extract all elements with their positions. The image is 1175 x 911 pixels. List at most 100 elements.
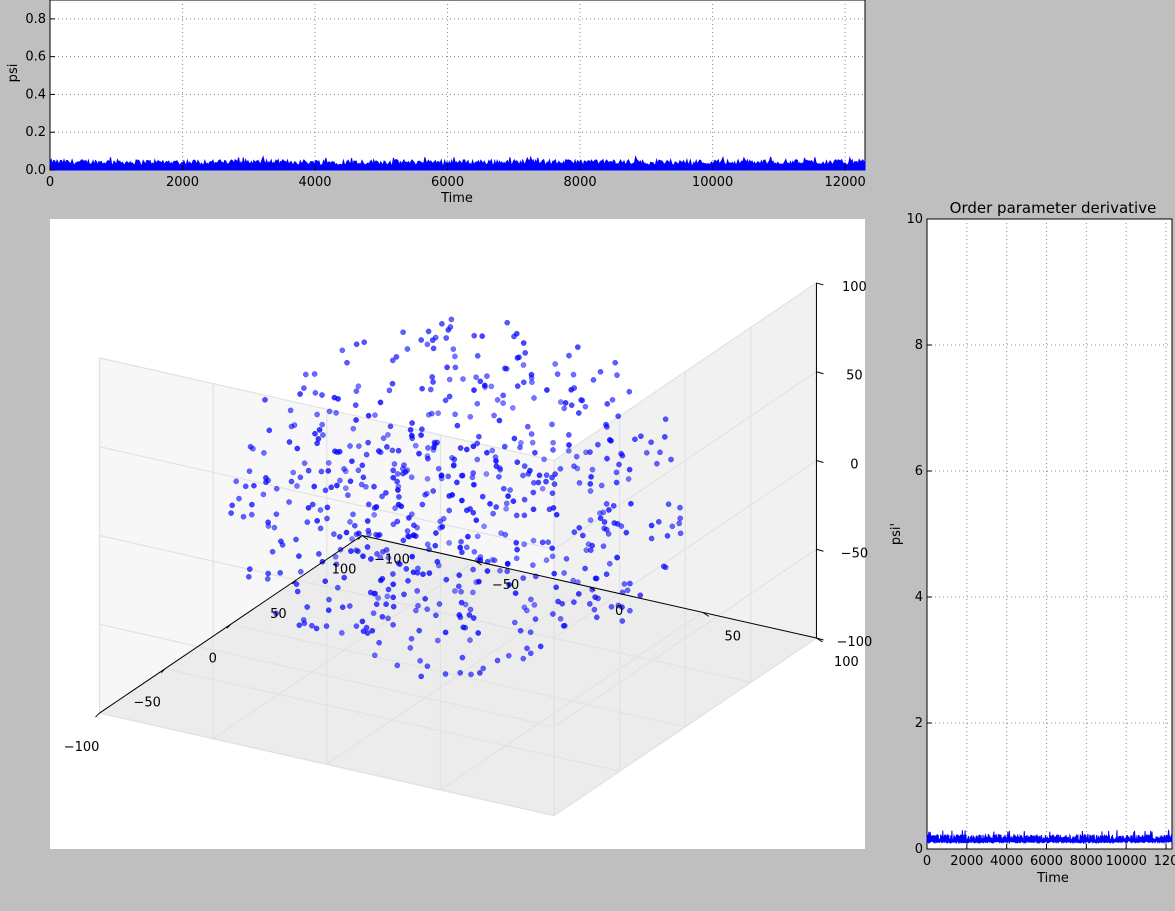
scatter-point — [450, 346, 457, 352]
scatter-point — [589, 466, 596, 473]
scatter-point — [442, 671, 449, 677]
scatter-point — [425, 455, 431, 462]
scatter-point — [527, 629, 534, 636]
scatter-point — [305, 504, 312, 511]
scatter-point — [571, 599, 577, 605]
scatter-point — [448, 316, 455, 323]
scatter-point — [520, 340, 527, 346]
scatter-point — [428, 410, 435, 417]
z-tick-label: −100 — [837, 635, 873, 650]
scatter-point — [383, 547, 390, 553]
scatter-point — [454, 422, 461, 429]
scatter-point — [510, 498, 517, 505]
scatter-point — [458, 538, 464, 545]
scatter-point — [278, 538, 284, 545]
scatter-point — [491, 412, 497, 419]
scatter-point — [395, 447, 402, 454]
scatter-point — [480, 665, 487, 672]
y-tick-mark — [702, 611, 710, 617]
scatter-point — [260, 491, 267, 498]
scatter-point — [544, 387, 550, 393]
scatter-point — [385, 586, 392, 593]
scatter-point — [597, 368, 604, 375]
scatter-point — [493, 463, 500, 470]
scatter-point — [523, 607, 530, 614]
z-tick-mark — [816, 282, 824, 286]
scatter-point — [608, 603, 615, 610]
scatter-point — [412, 442, 419, 449]
scatter-point — [452, 353, 458, 360]
scatter-point — [603, 501, 610, 507]
scatter-point — [445, 473, 452, 480]
scatter-point — [648, 535, 655, 542]
scatter-point — [316, 551, 322, 557]
scatter-point — [551, 570, 558, 577]
y-tick-mark — [361, 535, 369, 540]
scatter-point — [474, 456, 481, 463]
scatter-point — [389, 447, 396, 454]
scatter-point — [430, 379, 436, 385]
top-ticks: 0 2000 4000 6000 8000 10000 12000 0.0 0.2 0.4 0.6 0… — [25, 12, 865, 190]
scatter-point — [562, 400, 569, 406]
scatter-point — [332, 553, 339, 560]
top-grid — [50, 0, 865, 170]
scatter-point — [376, 531, 383, 538]
scatter-point — [390, 594, 397, 601]
scatter-point — [287, 407, 294, 414]
scatter-point — [500, 485, 507, 492]
scatter-point — [328, 484, 335, 491]
scatter-point — [504, 319, 511, 326]
scatter-point — [614, 521, 621, 527]
right-xtick-label: 6000 — [1030, 854, 1063, 869]
scatter-point — [503, 500, 510, 507]
scatter-point — [677, 530, 684, 537]
scatter-point — [545, 539, 552, 546]
scatter-point — [385, 431, 391, 438]
top-xtick-label: 2000 — [166, 175, 199, 190]
scatter-point — [539, 485, 546, 492]
scatter3d-points — [228, 316, 684, 680]
scatter-point — [414, 588, 421, 594]
scatter-point — [273, 485, 280, 492]
scatter-point — [574, 344, 581, 350]
scatter-point — [439, 320, 445, 327]
scatter-point — [316, 427, 323, 433]
scatter-point — [288, 478, 295, 485]
scatter-point — [655, 518, 662, 525]
scatter-point — [425, 445, 431, 451]
scatter-point — [372, 412, 378, 418]
x-tick-mark — [357, 535, 363, 540]
scatter-point — [360, 553, 366, 560]
scatter-point — [532, 616, 539, 622]
right-ytick-label: 10 — [906, 212, 923, 227]
scatter-point — [458, 588, 464, 595]
scatter-point — [422, 595, 429, 602]
scatter-point — [677, 504, 683, 511]
scatter-point — [349, 536, 355, 542]
scatter-point — [477, 670, 483, 676]
scatter-point — [347, 478, 354, 485]
scatter-point — [371, 511, 378, 518]
right-grid — [927, 219, 1172, 849]
scatter-point — [424, 541, 431, 548]
scatter-point — [293, 581, 300, 587]
scatter-point — [505, 493, 511, 499]
scatter-point — [419, 385, 425, 392]
scatter-point — [497, 466, 504, 473]
scatter-point — [604, 455, 610, 462]
scatter-point — [369, 627, 376, 634]
scatter-point — [422, 491, 428, 498]
scatter-point — [294, 483, 300, 489]
scatter-point — [326, 408, 333, 415]
grid3d-line — [553, 282, 817, 461]
scatter-point — [334, 584, 341, 591]
scatter-point — [549, 490, 556, 497]
scatter-point — [471, 481, 477, 488]
scatter-point — [426, 570, 433, 576]
scatter-point — [458, 599, 465, 606]
scatter-point — [512, 590, 519, 597]
top-ytick-label: 0.4 — [25, 87, 46, 102]
top-chart: 0 2000 4000 6000 8000 10000 12000 0.0 0.2 0.4 0.6 0… — [6, 0, 866, 206]
top-xtick-label: 4000 — [298, 175, 331, 190]
scatter-point — [474, 352, 481, 359]
